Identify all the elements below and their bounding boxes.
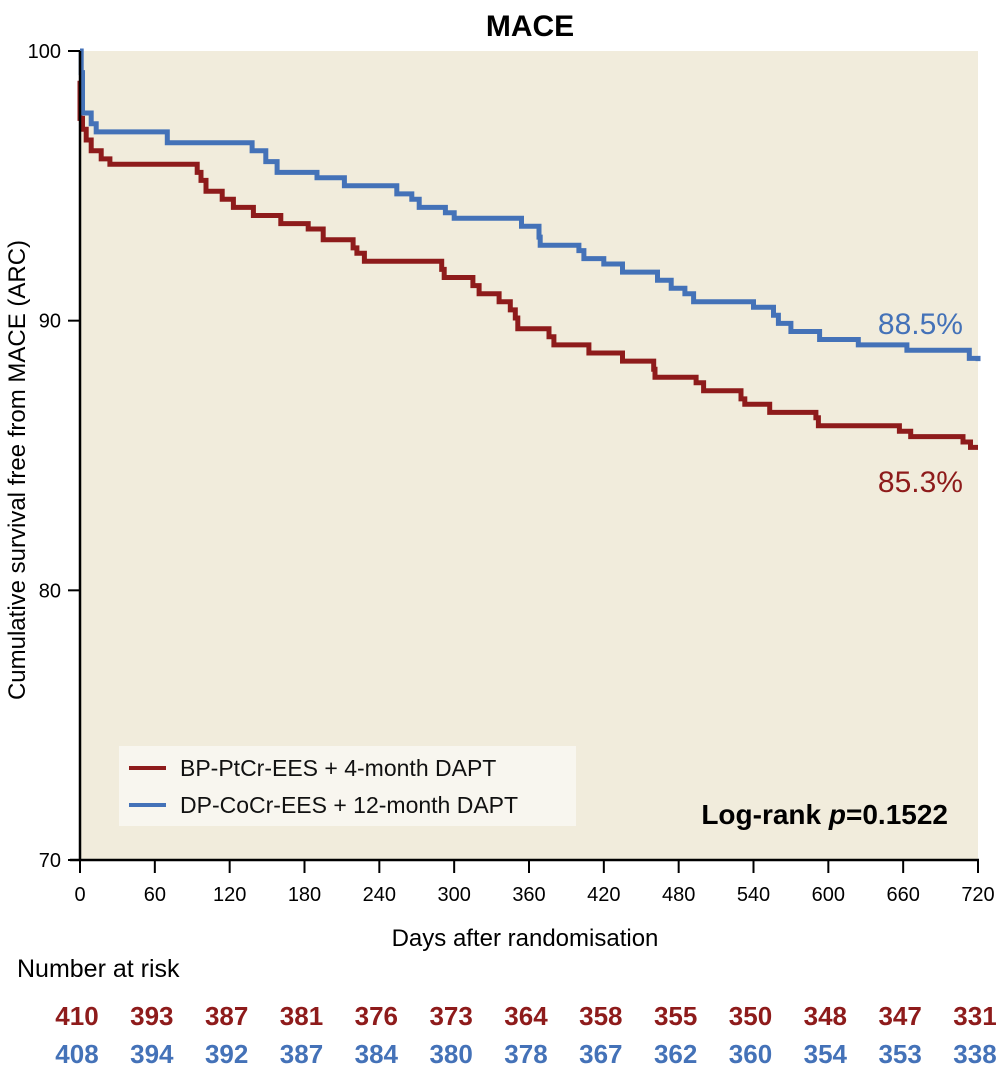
- legend-label-dp-cocr: DP-CoCr-EES + 12-month DAPT: [180, 792, 518, 818]
- x-axis-label: Days after randomisation: [392, 925, 659, 952]
- risk-number: 392: [205, 1039, 248, 1069]
- log-rank-annotation: Log-rank p=0.1522: [701, 799, 948, 830]
- log-rank-prefix: Log-rank: [701, 799, 829, 830]
- risk-number: 355: [654, 1001, 697, 1031]
- y-tick-label: 100: [28, 41, 61, 63]
- plot-background: [80, 51, 978, 860]
- risk-number: 350: [729, 1001, 772, 1031]
- x-tick-label: 540: [737, 884, 770, 906]
- p-value: =0.1522: [846, 799, 948, 830]
- risk-number: 410: [55, 1001, 98, 1031]
- risk-number: 364: [504, 1001, 548, 1031]
- risk-number: 358: [579, 1001, 622, 1031]
- x-tick-label: 600: [812, 884, 845, 906]
- y-tick-label: 90: [39, 311, 61, 333]
- x-tick-label: 180: [288, 884, 321, 906]
- risk-number: 367: [579, 1039, 622, 1069]
- risk-number: 360: [729, 1039, 772, 1069]
- y-tick-label: 80: [39, 580, 61, 602]
- x-tick-label: 420: [587, 884, 620, 906]
- x-tick-label: 120: [213, 884, 246, 906]
- risk-number: 338: [953, 1039, 996, 1069]
- x-tick-label: 300: [437, 884, 470, 906]
- risk-number: 347: [878, 1001, 921, 1031]
- y-axis-label: Cumulative survival free from MACE (ARC): [4, 240, 31, 700]
- series-line-0: [77, 80, 978, 450]
- risk-table: 410 393 387 381 376 373 364 358 355 350 348 347 331 4…: [55, 1001, 996, 1069]
- x-tick-label: 240: [363, 884, 396, 906]
- risk-number: 384: [355, 1039, 399, 1069]
- risk-number: 387: [205, 1001, 248, 1031]
- legend-label-bp-ptcr: BP-PtCr-EES + 4-month DAPT: [180, 755, 496, 781]
- legend: BP-PtCr-EES + 4-month DAPT DP-CoCr-EES +…: [119, 746, 576, 826]
- x-tick-label: 0: [74, 884, 85, 906]
- x-tick-label: 360: [512, 884, 545, 906]
- risk-number: 378: [504, 1039, 547, 1069]
- risk-number: 394: [130, 1039, 174, 1069]
- risk-number: 354: [804, 1039, 848, 1069]
- series-layer: [77, 48, 981, 450]
- risk-number: 373: [429, 1001, 472, 1031]
- end-label-dp-cocr: 88.5%: [878, 308, 963, 341]
- chart-title: MACE: [486, 10, 574, 43]
- risk-number: 331: [953, 1001, 996, 1031]
- risk-number: 408: [55, 1039, 98, 1069]
- risk-number: 348: [804, 1001, 847, 1031]
- x-tick-label: 720: [961, 884, 994, 906]
- risk-number: 353: [878, 1039, 921, 1069]
- x-ticks: 0 60 120 180 240 300 360 420 480 540 600 660 720: [74, 860, 995, 906]
- end-label-bp-ptcr: 85.3%: [878, 466, 963, 499]
- risk-number: 393: [130, 1001, 173, 1031]
- x-tick-label: 660: [886, 884, 919, 906]
- x-tick-label: 60: [144, 884, 166, 906]
- risk-number: 362: [654, 1039, 697, 1069]
- risk-number: 381: [280, 1001, 323, 1031]
- risk-number: 376: [355, 1001, 398, 1031]
- risk-number: 387: [280, 1039, 323, 1069]
- p-symbol: p: [828, 799, 846, 830]
- risk-number: 380: [429, 1039, 472, 1069]
- y-ticks: 70 80 90 100: [28, 41, 80, 872]
- risk-table-title: Number at risk: [17, 955, 180, 983]
- legend-box: [119, 746, 576, 826]
- series-line-1: [78, 48, 981, 362]
- x-tick-label: 480: [662, 884, 695, 906]
- y-tick-label: 70: [39, 850, 61, 872]
